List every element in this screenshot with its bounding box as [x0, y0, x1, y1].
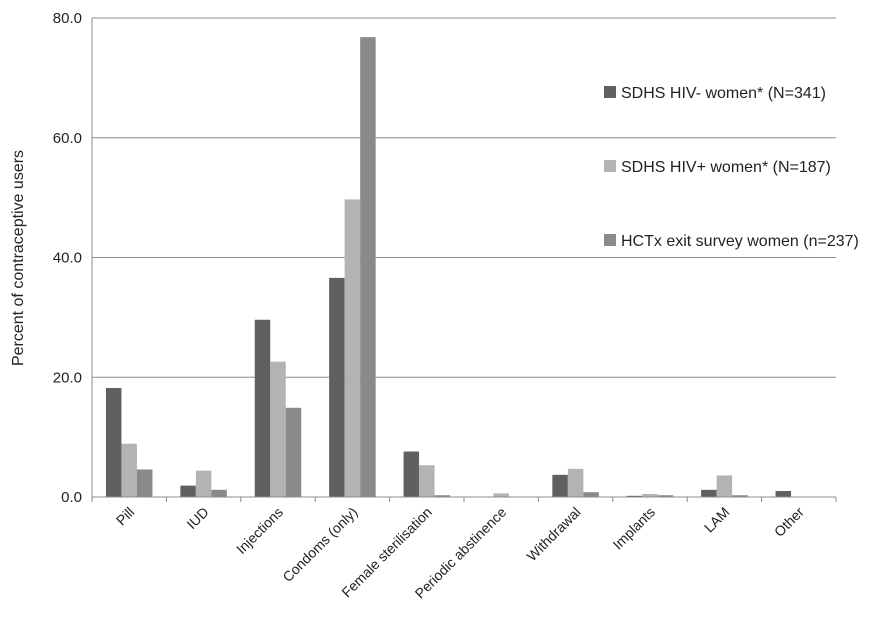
bar — [583, 492, 599, 497]
x-tick-label: Pill — [113, 504, 138, 529]
bar — [344, 199, 361, 497]
bar — [552, 474, 568, 497]
bar — [285, 407, 302, 497]
bar — [180, 485, 196, 497]
legend-swatch — [604, 86, 616, 98]
y-tick-label: 40.0 — [53, 250, 82, 267]
bar — [716, 475, 733, 497]
x-tick-label: Other — [771, 504, 807, 540]
axes — [91, 18, 837, 502]
x-tick-label: Condoms (only) — [279, 504, 360, 585]
y-tick-label: 60.0 — [53, 130, 82, 147]
bar — [626, 495, 643, 497]
legend-swatch — [604, 234, 616, 246]
bar — [195, 470, 212, 497]
bar — [434, 495, 451, 497]
bar — [419, 465, 435, 497]
bar — [105, 388, 122, 497]
bar — [121, 443, 137, 497]
bar — [254, 319, 271, 497]
x-tick-label: Injections — [233, 504, 286, 557]
y-axis-title: Percent of contraceptive users — [10, 150, 27, 366]
legend-label: SDHS HIV+ women* (N=187) — [621, 159, 831, 176]
bar — [701, 489, 717, 497]
bar — [642, 494, 658, 497]
bar — [775, 491, 792, 497]
y-tick-label: 20.0 — [53, 369, 82, 386]
bar — [329, 277, 345, 497]
bar — [567, 468, 584, 497]
legend: SDHS HIV- women* (N=341) SDHS HIV+ women*… — [604, 85, 859, 250]
bar — [360, 37, 376, 497]
x-tick-label: LAM — [701, 504, 733, 536]
bar — [657, 495, 674, 497]
bar — [493, 493, 509, 497]
x-tick-label: Implants — [609, 504, 658, 553]
x-tick-label: IUD — [183, 504, 211, 532]
gridlines — [92, 17, 836, 378]
y-tick-label: 0.0 — [61, 489, 82, 506]
x-tick-label: Withdrawal — [523, 504, 583, 564]
legend-label: HCTx exit survey women (n=237) — [621, 233, 859, 250]
bar — [136, 469, 153, 497]
bar — [732, 495, 748, 497]
y-tick-labels: 0.0 20.0 40.0 60.0 80.0 — [53, 10, 82, 506]
bar — [270, 361, 286, 497]
legend-swatch — [604, 160, 616, 172]
bar — [403, 451, 420, 497]
bars — [105, 37, 792, 497]
y-tick-label: 80.0 — [53, 10, 82, 27]
bar — [211, 489, 227, 497]
legend-label: SDHS HIV- women* (N=341) — [621, 85, 826, 102]
